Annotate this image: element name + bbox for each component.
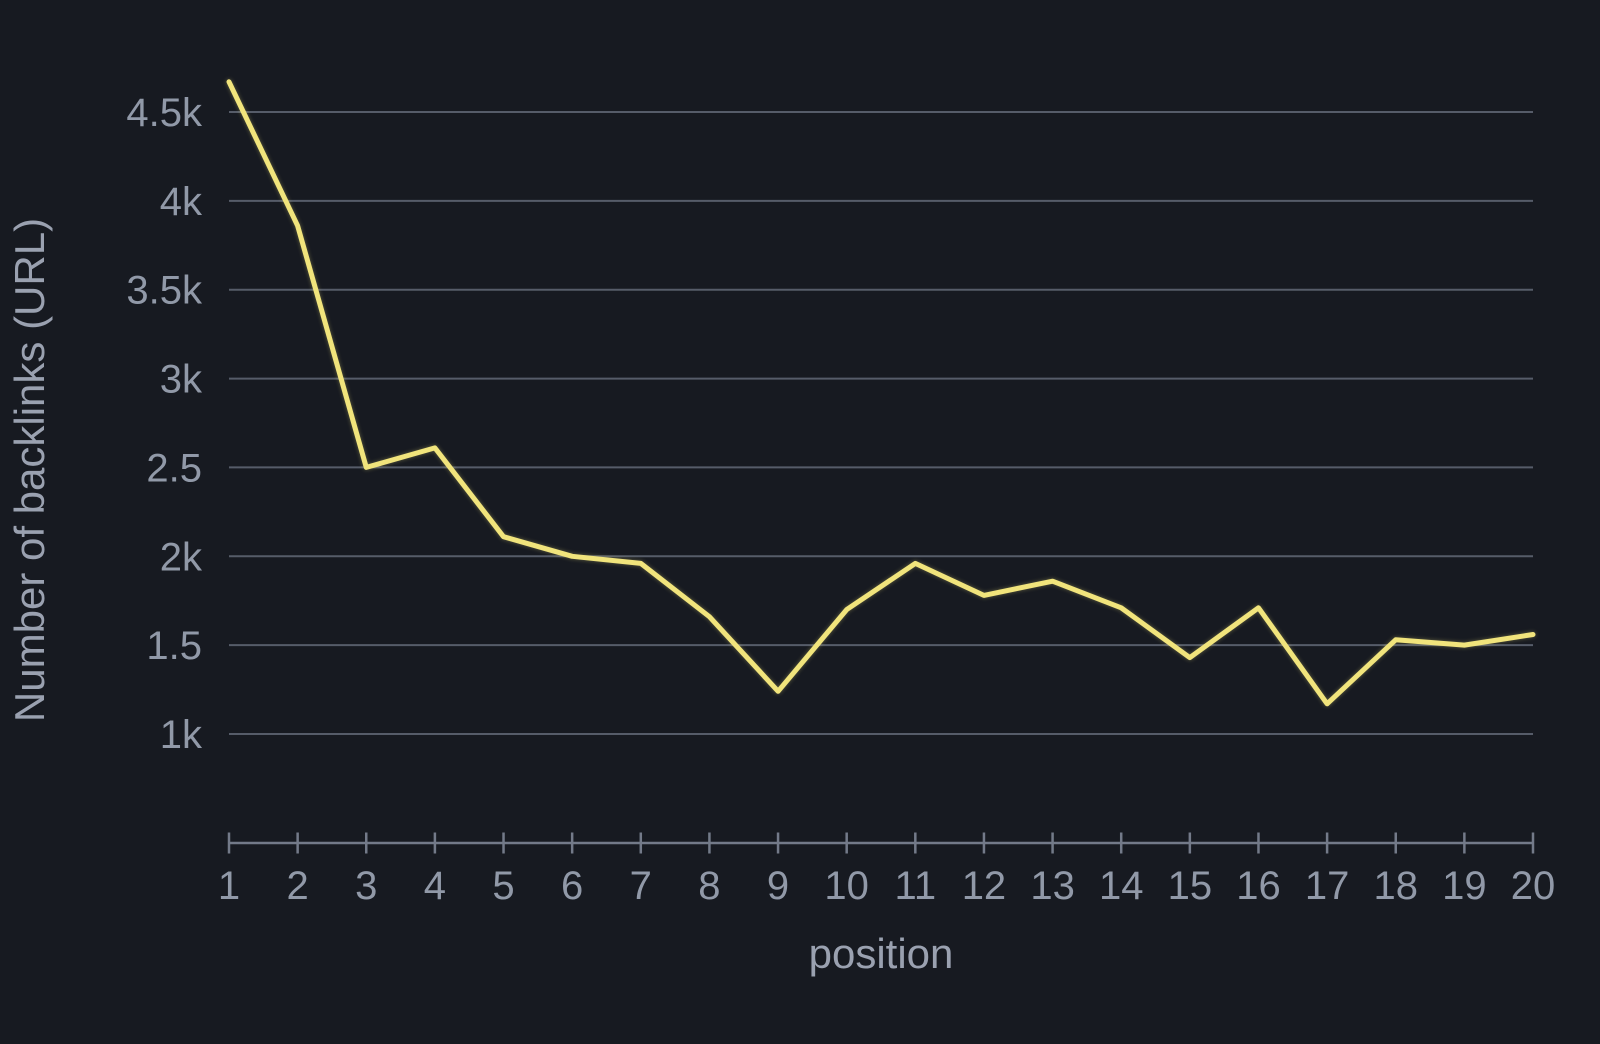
x-tick-label: 15 [1168,864,1213,908]
y-tick-label: 2k [160,535,203,579]
x-tick-label: 9 [767,864,789,908]
y-tick-label: 1.5 [146,624,202,668]
x-tick-label: 4 [424,864,446,908]
y-axis-title: Number of backlinks (URL) [6,218,53,722]
y-tick-label: 2.5 [146,446,202,490]
x-tick-label: 19 [1442,864,1487,908]
x-axis-tick-labels: 1 2 3 4 5 6 7 8 9 10 11 12 13 14 15 16 17 18 19 20 [218,864,1555,908]
y-tick-label: 4.5k [126,91,203,135]
gridlines [229,111,1533,735]
x-tick-label: 7 [630,864,652,908]
x-tick-label: 20 [1511,864,1556,908]
x-tick-label: 14 [1099,864,1144,908]
x-tick-label: 10 [824,864,869,908]
x-tick-label: 18 [1373,864,1418,908]
y-tick-label: 3k [160,358,203,402]
x-axis-title: position [809,930,954,977]
x-tick-label: 16 [1236,864,1281,908]
x-axis [227,832,1535,854]
x-tick-label: 17 [1305,864,1350,908]
x-tick-label: 12 [962,864,1007,908]
x-tick-label: 13 [1030,864,1075,908]
x-tick-label: 6 [561,864,583,908]
backlinks-series-line [226,79,1536,707]
x-tick-label: 11 [895,864,937,908]
x-tick-label: 3 [355,864,377,908]
y-tick-label: 3.5k [126,269,203,313]
y-axis-tick-labels: 4.5k 4k 3.5k 3k 2.5 2k 1.5 1k [126,91,203,757]
x-tick-label: 5 [492,864,514,908]
x-tick-label: 2 [287,864,309,908]
y-tick-label: 1k [160,713,203,757]
x-tick-label: 1 [218,864,240,908]
y-tick-label: 4k [160,180,203,224]
x-tick-label: 8 [698,864,720,908]
